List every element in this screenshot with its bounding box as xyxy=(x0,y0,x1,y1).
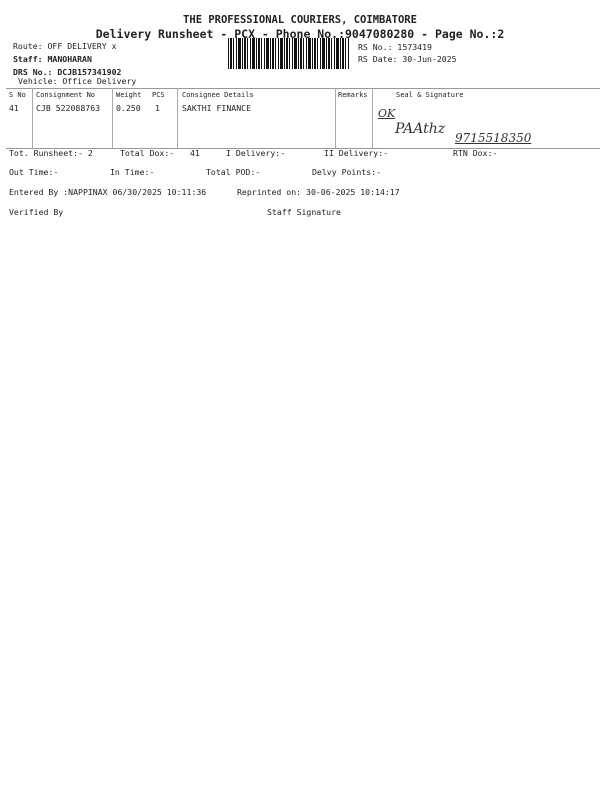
rs-date: RS Date: 30-Jun-2025 xyxy=(358,54,457,64)
handwritten-phone: 9715518350 xyxy=(455,131,532,145)
total-dox-value: 41 xyxy=(190,148,200,158)
delvy-points: Delvy Points:- xyxy=(312,167,382,177)
cell-pcs: 1 xyxy=(155,103,160,113)
header-remarks: Remarks xyxy=(338,91,368,99)
column-divider xyxy=(372,88,373,148)
verified-by: Verified By xyxy=(9,207,64,217)
route: Route: OFF DELIVERY x xyxy=(13,41,117,51)
cell-sno: 41 xyxy=(9,103,19,113)
runsheet-title: Delivery Runsheet - PCX - Phone No.:9047… xyxy=(95,27,505,41)
company-name: THE PROFESSIONAL COURIERS, COIMBATORE xyxy=(183,14,417,26)
header-weight: Weight xyxy=(116,91,142,99)
header-sno: S No xyxy=(9,91,26,99)
ii-delivery: II Delivery:- xyxy=(324,148,389,158)
column-divider xyxy=(32,88,33,148)
column-divider xyxy=(177,88,178,148)
in-time: In Time:- xyxy=(110,167,155,177)
header-pcs: PCS xyxy=(152,91,165,99)
column-divider xyxy=(335,88,336,148)
handwritten-ok: OK xyxy=(378,107,396,120)
staff: Staff: MANOHARAN xyxy=(13,54,92,64)
rs-number: RS No.: 1573419 xyxy=(358,42,432,52)
barcode xyxy=(228,38,350,69)
staff-signature: Staff Signature xyxy=(267,207,341,217)
tot-runsheet: Tot. Runsheet:- 2 xyxy=(9,148,93,158)
vehicle: Vehicle: Office Delivery xyxy=(18,76,137,86)
reprinted-on: Reprinted on: 30-06-2025 10:14:17 xyxy=(237,187,400,197)
entered-by: Entered By :NAPPINAX 06/30/2025 10:11:36 xyxy=(9,187,207,197)
drs-number: DRS No.: DCJB157341902 xyxy=(13,67,122,77)
total-pod: Total POD:- xyxy=(206,167,261,177)
cell-weight: 0.250 xyxy=(116,103,141,113)
out-time: Out Time:- xyxy=(9,167,59,177)
cell-consignment: CJB 522088763 xyxy=(36,103,101,113)
table-top-border xyxy=(6,88,600,89)
cell-consignee: SAKTHI FINANCE xyxy=(182,103,252,113)
handwritten-signature: PAAthz xyxy=(395,121,446,137)
header-consignment: Consignment No xyxy=(36,91,96,99)
header-seal-signature: Seal & Signature xyxy=(396,91,464,99)
column-divider xyxy=(112,88,113,148)
total-dox: Total Dox:- xyxy=(120,148,175,158)
header-consignee: Consignee Details xyxy=(182,91,254,99)
i-delivery: I Delivery:- xyxy=(226,148,286,158)
rtn-dox: RTN Dox:- xyxy=(453,148,498,158)
table-bottom-border xyxy=(6,148,600,149)
